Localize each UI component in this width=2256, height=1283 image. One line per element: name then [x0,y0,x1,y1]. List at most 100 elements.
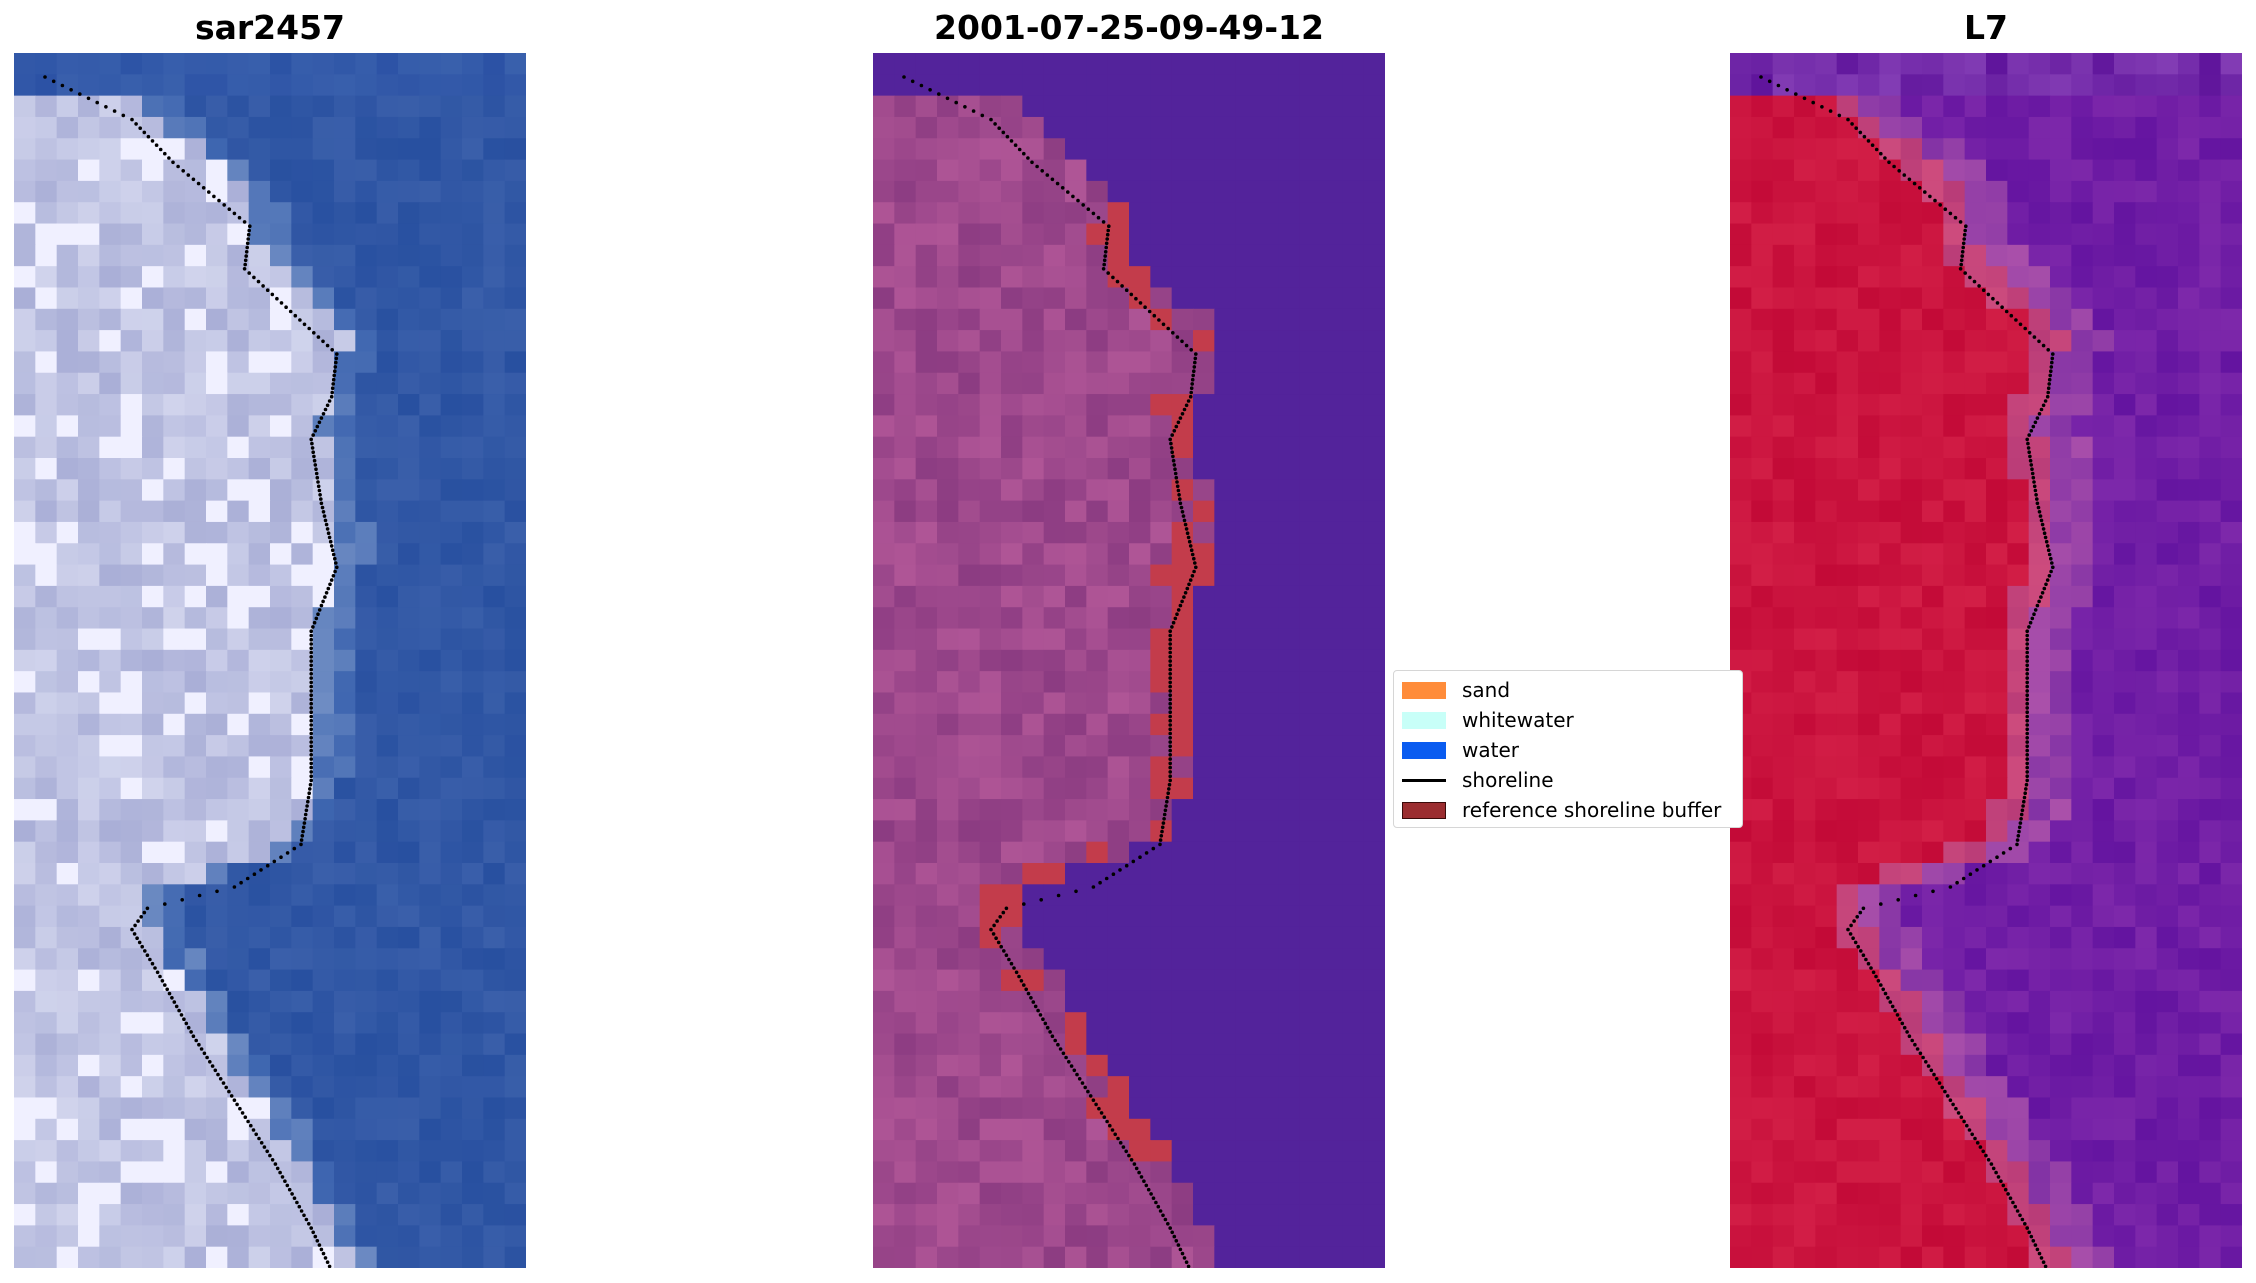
image-pixel [1235,479,1258,502]
image-pixel [1900,159,1923,182]
image-pixel [979,735,1002,758]
image-pixel [1964,671,1987,694]
image-pixel [35,969,58,992]
image-pixel [2135,1140,2158,1163]
image-pixel [937,308,959,331]
shoreline-dot [2032,484,2037,489]
image-pixel [2007,543,2030,566]
image-pixel [56,180,79,203]
image-pixel [1342,1097,1365,1120]
image-pixel [1815,841,1838,864]
image-pixel [14,159,36,182]
image-pixel [1299,756,1322,779]
image-pixel [462,394,484,416]
image-pixel [1299,53,1322,75]
image-pixel [979,223,1002,246]
image-pixel [142,436,164,459]
image-pixel [462,53,484,75]
image-pixel [1751,1097,1774,1120]
shoreline-dot [1105,1119,1109,1124]
image-pixel [2156,394,2179,416]
image-pixel [462,330,484,353]
image-pixel [1235,777,1258,800]
image-pixel [1879,969,1902,992]
image-pixel [398,1204,420,1226]
shoreline-dot [1190,574,1195,578]
shoreline-dot [1022,151,1026,156]
image-pixel [1171,159,1194,182]
image-pixel [78,244,100,267]
image-pixel [1065,372,1087,395]
image-pixel [56,1097,79,1120]
image-pixel [2199,884,2222,907]
image-pixel [1235,1204,1258,1226]
image-pixel [1986,820,2008,843]
image-pixel [1922,1097,1944,1120]
image-pixel [1107,1118,1130,1141]
image-pixel [419,692,442,715]
image-pixel [1257,436,1279,459]
image-pixel [56,202,79,225]
shoreline-dot [227,1089,231,1094]
image-pixel [14,266,36,289]
image-pixel [2156,202,2179,225]
image-pixel [1342,74,1365,97]
shoreline-dot [327,535,332,540]
image-pixel [958,500,981,523]
image-pixel [937,394,959,416]
image-pixel [2199,649,2222,672]
image-pixel [2028,1076,2051,1099]
image-pixel [1922,735,1944,758]
image-pixel [1129,820,1151,843]
image-pixel [1321,1054,1343,1077]
shoreline-dot [290,1192,294,1196]
image-pixel [1772,863,1795,885]
image-pixel [979,202,1002,225]
shoreline-dot [1168,748,1172,753]
shoreline-dot [1981,863,1986,868]
image-pixel [462,735,484,758]
image-pixel [440,735,463,758]
image-pixel [2092,543,2115,566]
image-pixel [1278,266,1301,289]
image-pixel [1922,180,1944,203]
image-pixel [35,244,58,267]
image-pixel [915,138,938,161]
image-pixel [462,1033,484,1056]
image-pixel [483,969,506,992]
image-pixel [1214,884,1237,907]
image-pixel [1086,564,1109,587]
image-pixel [1321,585,1343,608]
image-pixel [1943,415,1966,438]
image-pixel [1001,287,1023,310]
image-pixel [894,351,917,374]
image-pixel [291,1118,314,1141]
image-pixel [1001,884,1023,907]
shoreline-dot [242,267,247,271]
shoreline-dot [167,156,171,160]
image-pixel [2156,308,2179,331]
image-pixel [1836,713,1859,736]
image-pixel [398,1012,420,1035]
image-pixel [873,905,895,928]
shoreline-dot [1118,1141,1123,1145]
image-pixel [334,223,356,246]
image-pixel [873,1204,895,1226]
image-pixel [1257,1182,1279,1205]
image-pixel [78,287,100,310]
shoreline-dot [2041,1260,2046,1264]
image-pixel [1342,138,1365,161]
image-pixel [1043,884,1066,907]
shoreline-dot [1009,961,1014,966]
image-pixel [78,863,100,885]
image-pixel [1193,926,1215,949]
image-pixel [1107,948,1130,971]
image-pixel [1836,223,1859,246]
image-pixel [1964,287,1987,310]
image-pixel [142,95,164,118]
image-pixel [2092,671,2115,694]
image-pixel [291,330,314,353]
image-pixel [894,287,917,310]
image-pixel [355,74,378,97]
image-pixel [1922,564,1944,587]
